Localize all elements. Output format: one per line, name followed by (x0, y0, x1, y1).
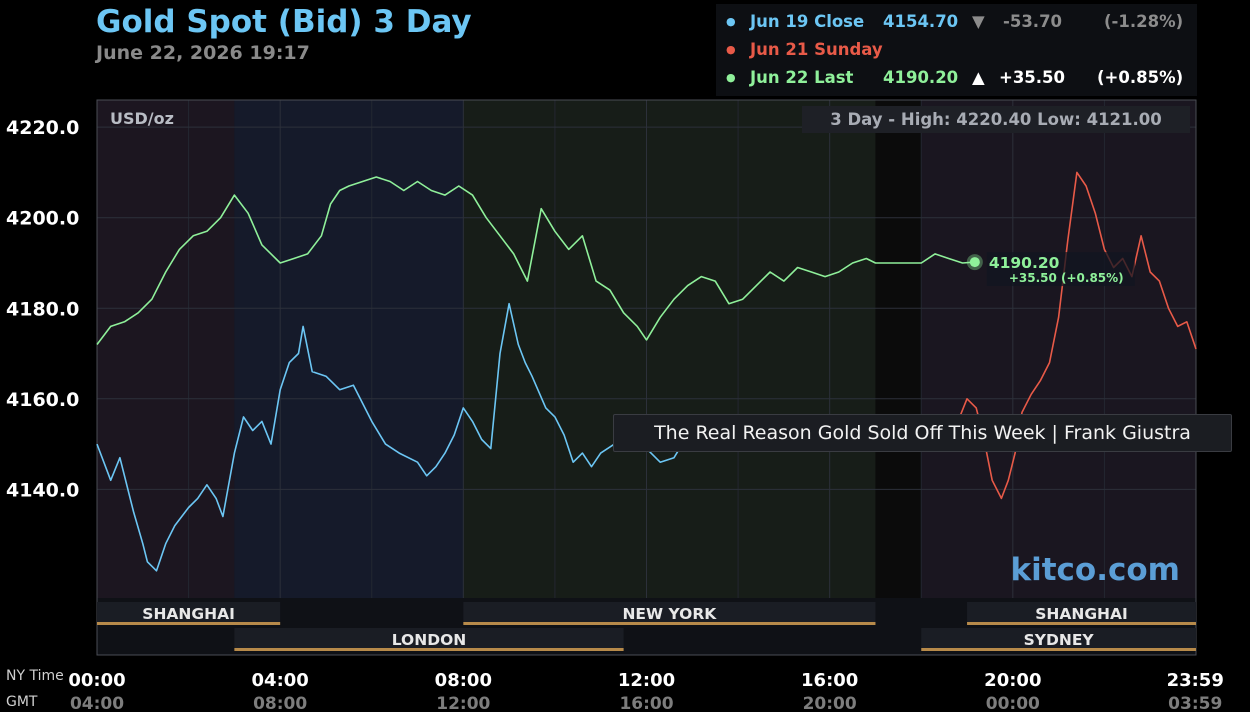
kitco-watermark[interactable]: kitco.com (1010, 552, 1181, 588)
y-tick-label-1: 4160.0 (6, 389, 79, 411)
session-tint-0 (97, 100, 235, 598)
session-label-0: SHANGHAI (142, 605, 235, 623)
session-tint-4 (921, 100, 1196, 598)
x-tick-ny-0: 00:00 (68, 670, 125, 691)
session-tint-3 (875, 100, 922, 598)
chart-timestamp: June 22, 2026 19:17 (96, 42, 310, 64)
session-label-4: SYDNEY (1024, 631, 1095, 649)
current-price-label-bg (986, 252, 1135, 287)
session-label-3: SHANGHAI (1035, 605, 1128, 623)
x-tick-ny-1: 04:00 (252, 670, 309, 691)
session-line-1 (234, 648, 624, 651)
legend-row-jun21: ● Jun 21 Sunday (716, 37, 1197, 63)
video-tooltip[interactable]: The Real Reason Gold Sold Off This Week … (613, 414, 1232, 452)
y-tick-label-4: 4220.0 (6, 117, 79, 139)
legend-percent-jun22: (+0.85%) (1097, 68, 1184, 87)
x-tick-gmt-1: 08:00 (253, 694, 307, 712)
legend-label-jun21: Jun 21 Sunday (750, 40, 883, 59)
unit-label: USD/oz (110, 109, 174, 128)
legend-value-jun22: 4190.20 (883, 68, 959, 87)
session-line-2 (463, 622, 876, 625)
legend-dot-jun21: ● (726, 43, 736, 56)
legend-arrow-jun19: ▼ (972, 12, 985, 31)
session-block-1 (234, 628, 624, 650)
y-tick-label-2: 4180.0 (6, 298, 79, 320)
legend-arrow-jun22: ▲ (972, 68, 985, 87)
x-tick-ny-4: 16:00 (801, 670, 858, 691)
x-tick-gmt-3: 16:00 (619, 694, 673, 712)
x-tick-gmt-0: 04:00 (70, 694, 124, 712)
session-line-3 (967, 622, 1196, 625)
legend-change-jun19: -53.70 (1003, 12, 1063, 31)
series-line-2 (96, 176, 975, 345)
session-tint-2 (463, 100, 876, 598)
session-label-1: LONDON (392, 631, 467, 649)
current-change-label: +35.50 (+0.85%) (1009, 271, 1124, 285)
gmt-label: GMT (6, 694, 38, 710)
session-block-2 (463, 602, 876, 624)
legend-dot-jun22: ● (726, 71, 736, 84)
session-block-0 (97, 602, 281, 624)
chart-title: Gold Spot (Bid) 3 Day (96, 4, 472, 40)
x-tick-gmt-2: 12:00 (436, 694, 490, 712)
session-block-4 (921, 628, 1196, 650)
plot-frame (96, 99, 1197, 656)
y-tick-label-3: 4200.0 (6, 208, 79, 230)
legend-value-jun19: 4154.70 (883, 12, 959, 31)
x-tick-ny-3: 12:00 (618, 670, 675, 691)
price-legend: ● Jun 19 Close 4154.70 ▼ -53.70 (-1.28%)… (716, 4, 1197, 96)
session-label-2: NEW YORK (622, 605, 717, 623)
x-tick-ny-2: 08:00 (435, 670, 492, 691)
session-tint-1 (234, 100, 464, 598)
session-line-4 (921, 648, 1196, 651)
x-tick-ny-5: 20:00 (984, 670, 1041, 691)
legend-percent-jun19: (-1.28%) (1104, 12, 1184, 31)
current-price-dot (969, 257, 980, 268)
three-day-range: 3 Day - High: 4220.40 Low: 4121.00 (802, 106, 1190, 133)
legend-dot-jun19: ● (726, 15, 736, 28)
ny-time-label: NY Time (6, 668, 64, 684)
legend-change-jun22: +35.50 (999, 68, 1066, 87)
y-tick-label-0: 4140.0 (6, 479, 79, 501)
session-block-3 (967, 602, 1196, 624)
legend-label-jun19: Jun 19 Close (750, 12, 865, 31)
series-line-0 (96, 302, 689, 572)
x-tick-gmt-6: 03:59 (1168, 694, 1222, 712)
legend-label-jun22: Jun 22 Last (750, 68, 854, 87)
legend-row-jun19: ● Jun 19 Close 4154.70 ▼ -53.70 (-1.28%) (716, 9, 1197, 35)
current-price-label: 4190.20 (989, 254, 1060, 272)
session-line-0 (97, 622, 281, 625)
legend-row-jun22: ● Jun 22 Last 4190.20 ▲ +35.50 (+0.85%) (716, 65, 1197, 91)
x-tick-gmt-5: 00:00 (986, 694, 1040, 712)
x-tick-gmt-4: 20:00 (803, 694, 857, 712)
x-tick-ny-6: 23:59 (1167, 670, 1224, 691)
